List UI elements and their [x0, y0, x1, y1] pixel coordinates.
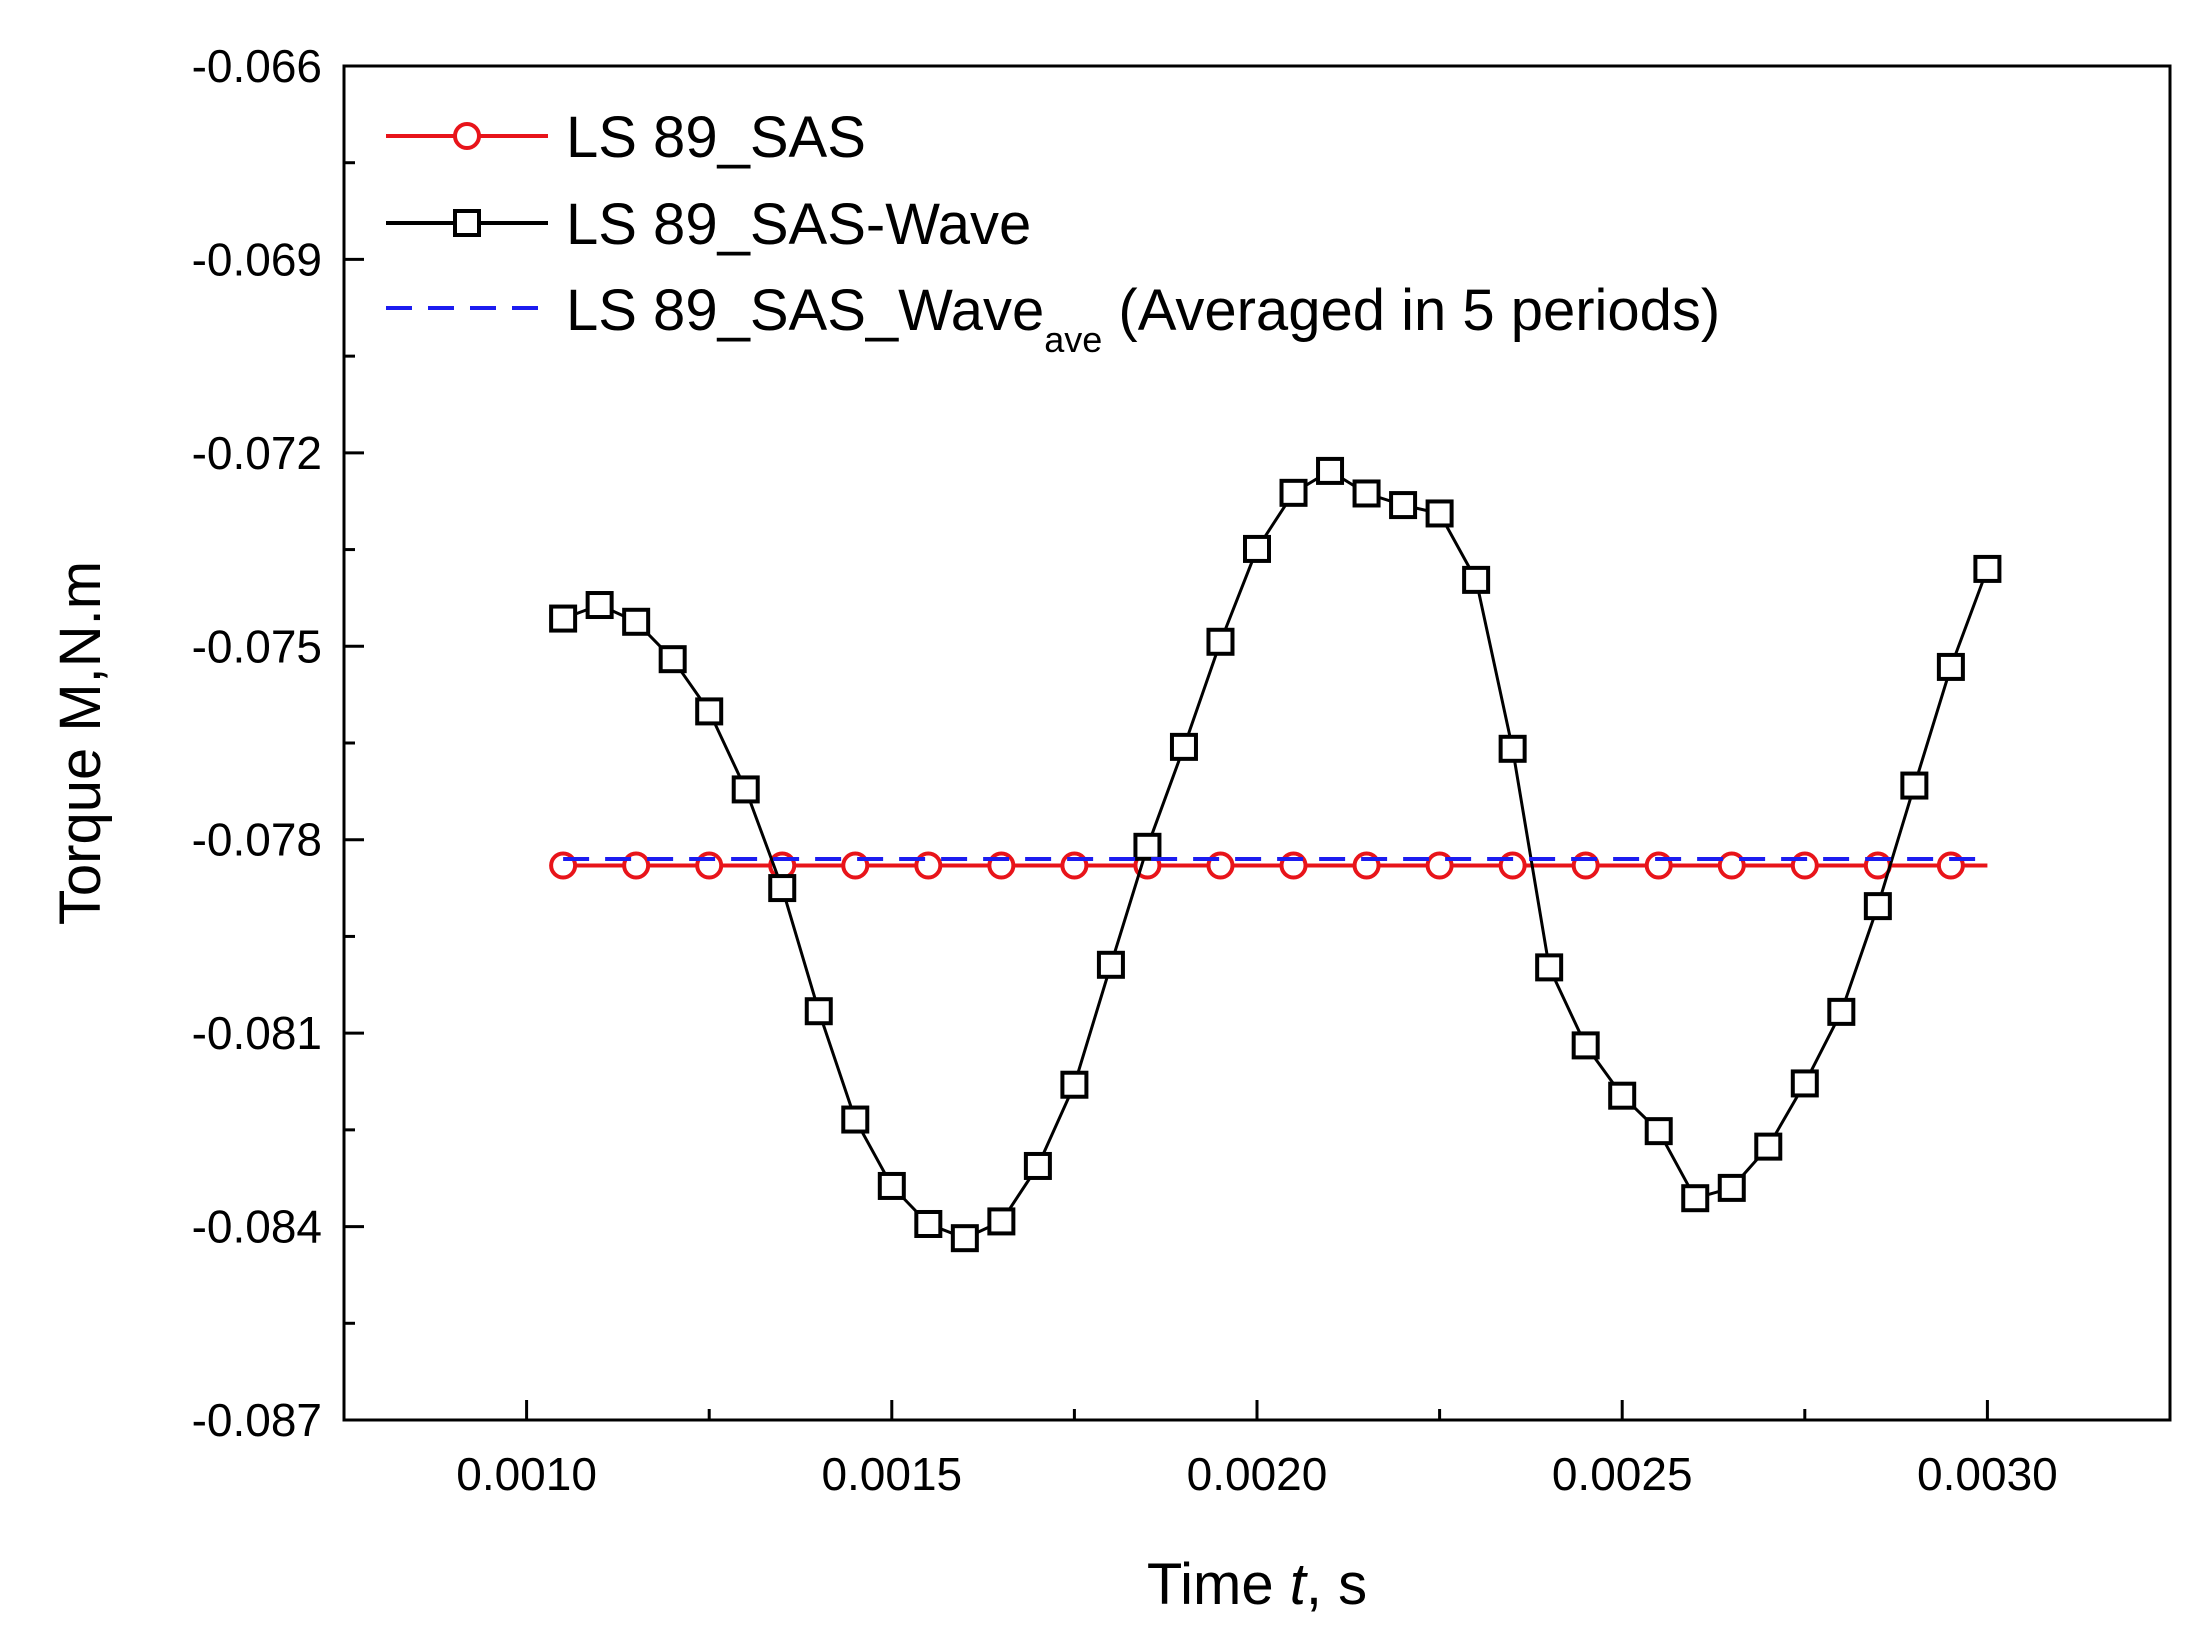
series-ls89-sas-wave — [549, 456, 2002, 1253]
data-point — [768, 874, 797, 903]
y-tick-label: -0.078 — [192, 814, 322, 866]
data-point — [914, 1209, 943, 1238]
legend-label-suffix: (Averaged in 5 periods) — [1102, 278, 1720, 343]
legend-entry-ls89-sas: LS 89_SAS — [386, 105, 866, 170]
data-point — [622, 607, 651, 636]
legend-label-subscript: ave — [1044, 319, 1102, 360]
data-point — [804, 997, 833, 1026]
data-point — [1316, 456, 1345, 485]
data-point — [1973, 554, 2002, 583]
data-point — [1206, 627, 1235, 656]
legend-entry-ls89-sas-wave: LS 89_SAS-Wave — [386, 192, 1031, 257]
y-axis: -0.066 -0.069 -0.072 -0.075 -0.078 -0.081 -0.0… — [192, 40, 364, 1446]
data-point — [1498, 734, 1527, 763]
x-axis-title-prefix: Time — [1147, 1552, 1290, 1617]
y-tick-label: -0.084 — [192, 1201, 322, 1253]
data-point — [987, 1207, 1016, 1236]
data-point — [1169, 732, 1198, 761]
legend-label: LS 89_SAS-Wave — [566, 192, 1031, 257]
data-point — [1096, 950, 1125, 979]
legend-label: LS 89_SAS — [566, 105, 866, 170]
data-point — [731, 775, 760, 804]
data-point — [1133, 832, 1162, 861]
x-axis-title-suffix: , s — [1306, 1552, 1367, 1617]
data-point — [585, 591, 614, 620]
y-tick-label: -0.075 — [192, 620, 322, 672]
x-tick-label: 0.0010 — [456, 1448, 597, 1500]
legend-label-main: LS 89_SAS_Wave — [566, 278, 1044, 343]
data-point — [1535, 953, 1564, 982]
y-axis-title: Torque M,N.m — [48, 561, 113, 925]
data-point — [1827, 997, 1856, 1026]
legend-label: LS 89_SAS_Waveave (Averaged in 5 periods… — [566, 278, 1720, 360]
legend-entry-ls89-sas-wave-ave: LS 89_SAS_Waveave (Averaged in 5 periods… — [386, 278, 1720, 360]
data-point — [950, 1224, 979, 1253]
legend-swatch-marker — [453, 209, 481, 237]
data-point — [1023, 1151, 1052, 1180]
x-axis-title-variable: t — [1290, 1552, 1309, 1617]
x-tick-label: 0.0015 — [821, 1448, 962, 1500]
x-axis: 0.0010 0.0015 0.0020 0.0025 0.0030 — [456, 1400, 2058, 1500]
data-point — [841, 1105, 870, 1134]
plot-area — [549, 456, 2002, 1253]
x-tick-label: 0.0025 — [1552, 1448, 1693, 1500]
y-tick-label: -0.087 — [192, 1394, 322, 1446]
data-point — [877, 1171, 906, 1200]
data-point — [1571, 1031, 1600, 1060]
data-point — [1681, 1184, 1710, 1213]
y-tick-label: -0.069 — [192, 233, 322, 285]
data-point — [1754, 1132, 1783, 1161]
data-point — [695, 697, 724, 726]
data-point — [1900, 771, 1929, 800]
data-point — [1352, 479, 1381, 508]
data-point — [1060, 1070, 1089, 1099]
data-point — [658, 645, 687, 674]
data-point — [1243, 534, 1271, 563]
y-tick-label: -0.081 — [192, 1007, 322, 1059]
y-tick-label: -0.072 — [192, 427, 322, 479]
data-point — [1389, 491, 1418, 520]
data-point — [1936, 652, 1965, 681]
series-line — [562, 469, 1989, 1240]
legend-swatch-marker — [453, 122, 481, 150]
x-tick-label: 0.0020 — [1187, 1448, 1328, 1500]
data-point — [1279, 478, 1308, 507]
data-point — [1462, 565, 1491, 594]
data-point — [1790, 1069, 1819, 1098]
data-point — [1608, 1081, 1637, 1110]
data-point — [1644, 1117, 1673, 1146]
y-tick-label: -0.066 — [192, 40, 322, 92]
data-point — [1717, 1173, 1746, 1202]
legend: LS 89_SAS LS 89_SAS-Wave LS 89_SAS_Wavea… — [386, 105, 1720, 360]
data-point — [1717, 851, 1746, 880]
data-point — [1863, 892, 1892, 921]
x-axis-title: Time t, s — [1147, 1552, 1367, 1617]
data-point — [549, 604, 578, 633]
data-point — [1425, 499, 1454, 528]
x-tick-label: 0.0030 — [1917, 1448, 2058, 1500]
